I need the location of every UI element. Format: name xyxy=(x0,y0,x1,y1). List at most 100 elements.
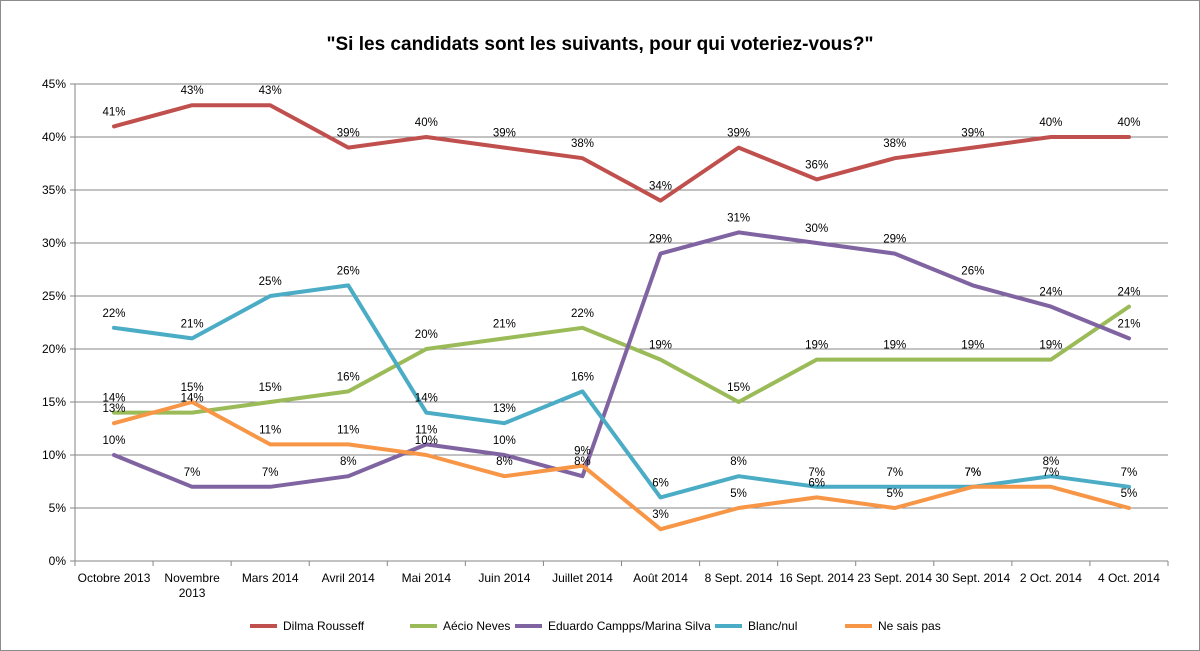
legend-label: Aécio Neves xyxy=(443,619,511,633)
data-label: 5% xyxy=(1121,488,1138,500)
data-label: 11% xyxy=(415,424,437,436)
legend-item: Ne sais pas xyxy=(845,616,941,636)
data-label: 19% xyxy=(883,340,906,352)
data-label: 39% xyxy=(337,128,360,140)
data-label: 8% xyxy=(340,456,357,468)
data-label: 22% xyxy=(571,308,594,320)
legend-label: Blanc/nul xyxy=(748,619,798,633)
data-label: 8% xyxy=(1043,456,1060,468)
legend-label: Eduardo Campps/Marina Silva xyxy=(548,619,711,633)
y-axis-ticks: 0% 5% 10% 15% 20% 25% 30% 35% 40% 45% xyxy=(42,77,66,568)
y-tick-label: 25% xyxy=(42,289,66,303)
legend-item: Blanc/nul xyxy=(715,616,797,636)
data-label: 21% xyxy=(493,318,516,330)
y-tick-label: 20% xyxy=(42,342,66,356)
x-tick-label: Mai 2014 xyxy=(402,571,452,585)
data-label: 3% xyxy=(652,509,669,521)
data-label: 10% xyxy=(415,435,438,447)
y-tick-label: 30% xyxy=(42,236,66,250)
data-label: 5% xyxy=(886,488,903,500)
x-tick-label: Août 2014 xyxy=(633,571,688,585)
series-line xyxy=(112,304,1131,415)
x-tick-label: Novembre 2013 xyxy=(164,571,220,600)
data-label: 26% xyxy=(337,265,360,277)
data-label: 6% xyxy=(652,477,669,489)
data-label: 38% xyxy=(571,138,594,150)
legend-item: Dilma Rousseff xyxy=(250,616,364,636)
data-label: 29% xyxy=(649,234,672,246)
data-label: 34% xyxy=(649,181,672,193)
data-label: 13% xyxy=(493,403,516,415)
series-line xyxy=(112,230,1131,489)
data-label: 31% xyxy=(727,212,750,224)
x-tick-label: 4 Oct. 2014 xyxy=(1098,571,1160,585)
data-label: 14% xyxy=(181,393,204,405)
x-tick-label: 2 Oct. 2014 xyxy=(1020,571,1082,585)
data-label: 19% xyxy=(1039,340,1062,352)
series-line xyxy=(112,283,1131,500)
data-label: 40% xyxy=(415,117,438,129)
data-label: 39% xyxy=(727,128,750,140)
y-tick-label: 15% xyxy=(42,395,66,409)
data-label: 15% xyxy=(259,382,282,394)
legend-swatch xyxy=(515,624,542,628)
x-tick-label: Avril 2014 xyxy=(322,571,375,585)
data-label: 7% xyxy=(1121,467,1138,479)
data-label: 16% xyxy=(337,371,360,383)
x-tick-label: Juillet 2014 xyxy=(552,571,613,585)
data-label: 5% xyxy=(730,488,747,500)
legend-swatch xyxy=(715,624,742,628)
legend-label: Ne sais pas xyxy=(878,619,941,633)
y-tick-label: 35% xyxy=(42,183,66,197)
data-label: 7% xyxy=(808,467,825,479)
data-label: 8% xyxy=(574,456,591,468)
data-label: 14% xyxy=(415,393,438,405)
data-label: 39% xyxy=(493,128,516,140)
data-labels: 41% 43% 43% 39% 40% 39% 38% 34% 39% 36% 38% 39% 40% 4… xyxy=(103,85,1141,521)
legend-item: Eduardo Campps/Marina Silva xyxy=(515,616,711,636)
x-tick-label: 30 Sept. 2014 xyxy=(935,571,1010,585)
data-label: 15% xyxy=(181,382,204,394)
legend-label: Dilma Rousseff xyxy=(283,619,365,633)
data-label: 43% xyxy=(181,85,204,97)
data-label: 11% xyxy=(337,424,359,436)
data-label: 38% xyxy=(883,138,906,150)
x-tick-label: 16 Sept. 2014 xyxy=(779,571,854,585)
data-label: 21% xyxy=(181,318,204,330)
series-line xyxy=(112,400,1131,532)
data-label: 41% xyxy=(103,106,126,118)
data-label: 7% xyxy=(965,467,982,479)
data-label: 14% xyxy=(103,393,126,405)
data-label: 21% xyxy=(1117,318,1140,330)
data-label: 26% xyxy=(961,265,984,277)
data-label: 40% xyxy=(1117,117,1140,129)
data-label: 24% xyxy=(1039,287,1062,299)
data-label: 7% xyxy=(262,467,279,479)
data-label: 25% xyxy=(259,276,282,288)
legend-item: Aécio Neves xyxy=(410,616,510,636)
x-tick-label: 23 Sept. 2014 xyxy=(857,571,932,585)
legend-swatch xyxy=(410,624,437,628)
gridlines xyxy=(70,83,1169,566)
x-tick-label: Juin 2014 xyxy=(478,571,530,585)
data-label: 39% xyxy=(961,128,984,140)
x-tick-label: 8 Sept. 2014 xyxy=(705,571,773,585)
chart-title: "Si les candidats sont les suivants, pou… xyxy=(326,34,874,55)
y-tick-label: 40% xyxy=(42,130,66,144)
data-label: 9% xyxy=(574,446,591,458)
data-label: 22% xyxy=(103,308,126,320)
data-label: 19% xyxy=(649,340,672,352)
x-axis-ticks: Octobre 2013 Novembre 2013 Mars 2014 Avril 2… xyxy=(78,571,1161,600)
x-tick-label: Mars 2014 xyxy=(242,571,299,585)
data-label: 16% xyxy=(571,371,594,383)
data-label: 20% xyxy=(415,329,438,341)
data-label: 43% xyxy=(259,85,282,97)
legend-swatch xyxy=(845,624,872,628)
data-label: 13% xyxy=(103,403,126,415)
y-tick-label: 45% xyxy=(42,77,66,91)
data-label: 11% xyxy=(259,424,281,436)
data-label: 7% xyxy=(184,467,201,479)
data-label: 40% xyxy=(1039,117,1062,129)
series-line xyxy=(112,103,1131,203)
